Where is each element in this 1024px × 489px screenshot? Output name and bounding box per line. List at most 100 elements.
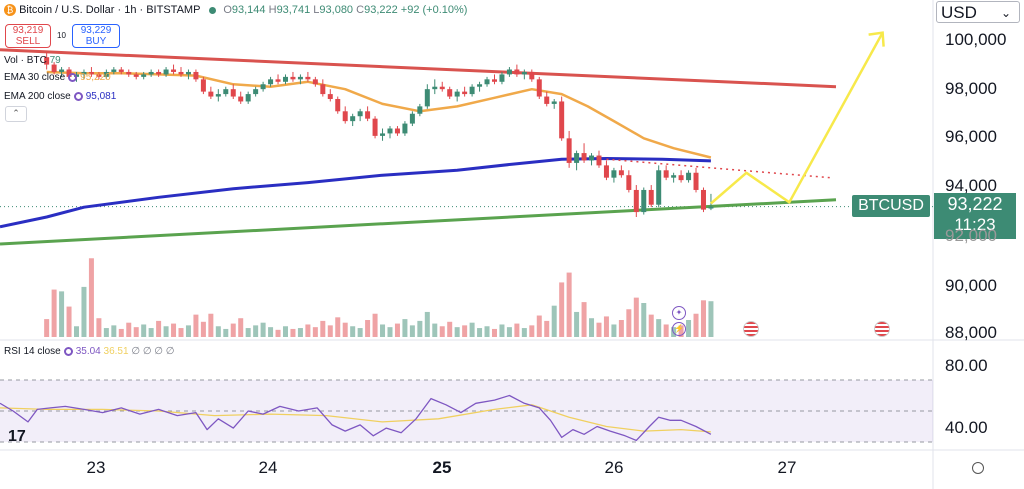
x-tick: 25	[432, 458, 452, 477]
candle-body	[484, 79, 490, 85]
candle-body	[618, 170, 624, 176]
volume-bar	[618, 320, 624, 337]
volume-bar	[491, 328, 497, 337]
candle-body	[589, 155, 595, 161]
collapse-legend-button[interactable]: ⌃	[5, 106, 27, 122]
volume-bar	[432, 323, 438, 337]
volume-bar	[693, 313, 699, 337]
volume-bar	[103, 328, 109, 337]
volume-bar	[88, 258, 94, 337]
candle-body	[663, 170, 669, 178]
volume-bar	[462, 325, 468, 337]
volume-bar	[633, 297, 639, 337]
rsi-line	[0, 394, 712, 442]
candle-body	[671, 175, 677, 178]
lightning-event-icon[interactable]: ⚡	[672, 322, 686, 336]
currency-selector[interactable]: USD ⌄	[936, 1, 1020, 23]
volume-bar	[81, 286, 87, 337]
volume-bar	[551, 305, 557, 337]
candle-body	[633, 189, 639, 213]
volume-bar	[59, 291, 65, 337]
volume-bar	[574, 311, 580, 337]
y-tick: 98,000	[945, 79, 997, 98]
volume-bar	[148, 328, 154, 337]
volume-bar	[663, 324, 669, 337]
candle-body	[648, 189, 654, 205]
sell-button[interactable]: 93,219 SELL	[5, 24, 51, 48]
candle-body	[551, 101, 557, 104]
candle-body	[156, 71, 162, 75]
chart-header: ₿ Bitcoin / U.S. Dollar · 1h · BITSTAMP …	[4, 4, 468, 17]
ema200-legend[interactable]: EMA 200 close 95,081	[4, 91, 117, 102]
candle-body	[148, 71, 154, 75]
candle-body	[596, 155, 602, 166]
volume-bar	[559, 282, 565, 337]
candle-body	[566, 138, 572, 163]
volume-bar	[589, 318, 595, 337]
candle-body	[268, 79, 274, 85]
volume-bar	[447, 321, 453, 337]
volume-bar	[193, 314, 199, 337]
volume-bar	[686, 320, 692, 337]
volume-bar	[297, 328, 303, 337]
volume-bar	[357, 328, 363, 337]
bitcoin-icon: ₿	[4, 4, 16, 17]
volume-bar	[499, 324, 505, 337]
volume-bar	[409, 325, 415, 337]
ema30-value: 95,220	[80, 72, 111, 83]
candle-body	[200, 79, 206, 92]
rsi-legend[interactable]: RSI 14 close 35.04 36.51 ∅ ∅ ∅ ∅	[4, 346, 175, 357]
candle-body	[320, 84, 326, 95]
volume-bar	[335, 317, 341, 337]
volume-legend[interactable]: Vol · BTC 79	[4, 55, 61, 66]
ema30-legend[interactable]: EMA 30 close 95,220	[4, 72, 111, 83]
volume-bar	[185, 325, 191, 337]
candle-body	[44, 57, 50, 65]
volume-bar	[96, 318, 102, 337]
dividend-event-icon[interactable]: ✦	[672, 306, 686, 320]
volume-bar	[305, 324, 311, 337]
candle-body	[290, 76, 296, 80]
candle-body	[387, 128, 393, 134]
y-tick: 100,000	[945, 30, 1007, 49]
us-flag-event-icon[interactable]	[743, 321, 759, 337]
symbol-title[interactable]: Bitcoin / U.S. Dollar · 1h · BITSTAMP	[19, 4, 201, 16]
volume-bar	[275, 329, 281, 337]
candle-body	[394, 128, 400, 134]
candle-body	[417, 106, 423, 114]
source-icon	[63, 346, 73, 356]
x-tick: 24	[258, 458, 278, 477]
volume-bar	[223, 328, 229, 337]
ohlc-readout: O93,144 H93,741 L93,080 C93,222 +92 (+0.…	[223, 4, 468, 16]
volume-bar	[253, 325, 259, 337]
volume-value: 79	[49, 55, 61, 66]
volume-bar	[230, 323, 236, 337]
us-flag-event-icon[interactable]	[874, 321, 890, 337]
buy-button[interactable]: 93,229 BUY	[72, 24, 120, 48]
candle-body	[51, 64, 57, 72]
volume-bar	[141, 324, 147, 337]
volume-bar	[118, 328, 124, 337]
spread-value: 10	[57, 31, 66, 40]
candle-body	[215, 94, 221, 97]
candle-body	[506, 69, 512, 75]
volume-bar	[648, 314, 654, 337]
candle-body	[208, 91, 214, 97]
candle-body	[275, 79, 281, 82]
support-trendline	[0, 198, 837, 246]
candle-body	[141, 74, 147, 77]
candle-body	[223, 89, 229, 95]
tradingview-logo-icon[interactable]: 17	[8, 428, 26, 445]
candle-body	[409, 113, 415, 124]
candle-body	[260, 84, 266, 90]
candle-body	[656, 170, 662, 205]
volume-bar	[171, 323, 177, 337]
settings-gear-icon[interactable]	[972, 462, 984, 474]
candle-body	[297, 76, 303, 80]
candle-body	[611, 170, 617, 178]
volume-bar	[133, 327, 139, 337]
volume-bar	[544, 320, 550, 337]
candle-body	[335, 99, 341, 112]
volume-bar	[596, 322, 602, 337]
